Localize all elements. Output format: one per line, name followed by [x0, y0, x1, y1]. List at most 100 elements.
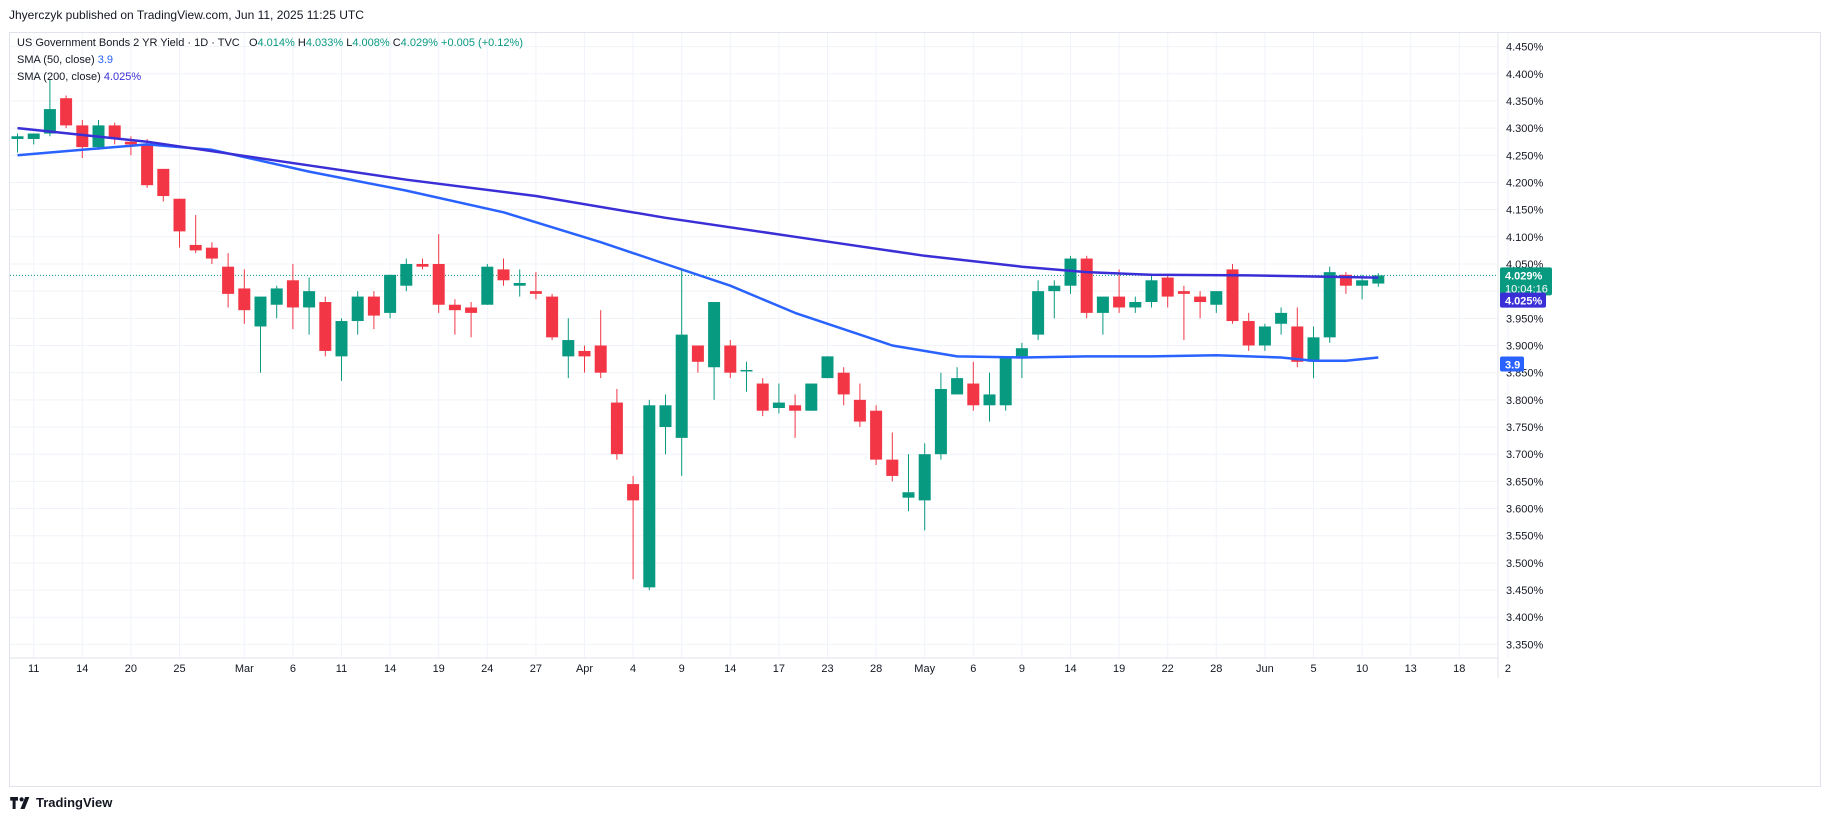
candle-body — [562, 340, 575, 357]
chart-canvas[interactable]: 4.450% 4.400% 4.350% 4.300% 4.250% 4.200% 4.15… — [10, 33, 1820, 786]
candle[interactable] — [529, 272, 542, 300]
candle[interactable] — [1226, 263, 1239, 324]
candle[interactable] — [659, 394, 672, 455]
candle[interactable] — [643, 399, 656, 591]
candle[interactable] — [562, 318, 575, 379]
candle[interactable] — [351, 291, 364, 335]
legend-sma200-row[interactable]: SMA (200, close) 4.025% — [17, 69, 523, 86]
candle[interactable] — [627, 475, 640, 580]
candle[interactable] — [1096, 296, 1109, 335]
sma50-line[interactable] — [17, 143, 1379, 362]
candle[interactable] — [448, 299, 461, 335]
candle[interactable] — [918, 443, 931, 531]
candle[interactable] — [708, 302, 721, 400]
candle[interactable] — [740, 361, 753, 392]
candle[interactable] — [934, 372, 947, 460]
candle[interactable] — [27, 133, 40, 145]
x-tick-label: 14 — [1064, 663, 1076, 675]
candle[interactable] — [886, 432, 899, 482]
candle[interactable] — [222, 253, 235, 308]
candle[interactable] — [92, 119, 105, 150]
candle[interactable] — [432, 234, 445, 313]
candle[interactable] — [76, 119, 89, 158]
candle[interactable] — [286, 263, 299, 330]
chart-frame[interactable]: 4.450% 4.400% 4.350% 4.300% 4.250% 4.200% 4.15… — [9, 32, 1821, 787]
candle[interactable] — [303, 277, 316, 335]
candle[interactable] — [1323, 266, 1336, 343]
candle[interactable] — [335, 318, 348, 381]
candle[interactable] — [967, 361, 980, 411]
candle[interactable] — [1032, 280, 1045, 341]
candle[interactable] — [1372, 273, 1385, 287]
candle[interactable] — [367, 291, 380, 330]
candle[interactable] — [1307, 326, 1320, 379]
candle[interactable] — [384, 274, 397, 319]
candle[interactable] — [43, 79, 56, 137]
candle[interactable] — [610, 388, 623, 460]
candle[interactable] — [189, 215, 202, 254]
candle[interactable] — [772, 383, 785, 414]
candle[interactable] — [691, 345, 704, 373]
candle[interactable] — [141, 138, 154, 188]
candle[interactable] — [999, 356, 1012, 411]
candle[interactable] — [319, 296, 332, 357]
legend-symbol[interactable]: US Government Bonds 2 YR Yield · 1D · TV… — [17, 37, 240, 49]
candle[interactable] — [837, 367, 850, 406]
candle[interactable] — [157, 168, 170, 202]
candle[interactable] — [1048, 280, 1061, 319]
candle[interactable] — [789, 394, 802, 438]
candle[interactable] — [1015, 342, 1028, 379]
candle[interactable] — [173, 198, 186, 248]
candle[interactable] — [1291, 307, 1304, 368]
candle[interactable] — [416, 258, 429, 270]
candle[interactable] — [756, 378, 769, 417]
candle[interactable] — [821, 356, 834, 379]
candle-body — [1048, 285, 1061, 292]
candle[interactable] — [205, 242, 218, 264]
candle[interactable] — [1356, 274, 1369, 300]
candle[interactable] — [805, 383, 818, 411]
candle-body — [497, 269, 510, 281]
candle[interactable] — [675, 269, 688, 476]
candle[interactable] — [497, 258, 510, 286]
legend-sma50-label: SMA (50, close) — [17, 54, 95, 66]
candle[interactable] — [1258, 323, 1271, 351]
candle[interactable] — [1242, 312, 1255, 351]
candle[interactable] — [108, 122, 121, 145]
candle[interactable] — [724, 340, 737, 379]
candle[interactable] — [902, 454, 915, 512]
candle[interactable] — [1145, 274, 1158, 308]
candle[interactable] — [1113, 269, 1126, 313]
candle[interactable] — [465, 302, 478, 338]
candle[interactable] — [853, 383, 866, 428]
candle[interactable] — [870, 405, 883, 466]
candle[interactable] — [400, 258, 413, 292]
candle[interactable] — [1194, 291, 1207, 319]
candle[interactable] — [270, 285, 283, 319]
candle[interactable] — [951, 367, 964, 395]
sma200-line[interactable] — [17, 126, 1379, 279]
candle[interactable] — [1275, 307, 1288, 335]
candle[interactable] — [238, 269, 251, 324]
candle[interactable] — [578, 345, 591, 373]
legend-sma50-row[interactable]: SMA (50, close) 3.9 — [17, 52, 523, 69]
candle[interactable] — [983, 372, 996, 422]
tradingview-brand[interactable]: TradingView — [10, 795, 112, 810]
candle[interactable] — [594, 310, 607, 379]
candle[interactable] — [254, 296, 267, 373]
candle[interactable] — [481, 263, 494, 305]
candle-body — [951, 378, 964, 395]
candle[interactable] — [1080, 255, 1093, 319]
candle[interactable] — [60, 95, 73, 129]
candle[interactable] — [1177, 285, 1190, 341]
candle[interactable] — [1129, 296, 1142, 313]
candle[interactable] — [1064, 255, 1077, 294]
candle[interactable] — [1161, 274, 1174, 308]
candle[interactable] — [546, 293, 559, 341]
x-tick-label: 9 — [1019, 663, 1025, 675]
candle[interactable] — [11, 133, 24, 153]
candle[interactable] — [1210, 291, 1223, 313]
candle[interactable] — [1339, 272, 1352, 294]
candle[interactable] — [513, 269, 526, 297]
candle-layer — [11, 79, 1385, 591]
